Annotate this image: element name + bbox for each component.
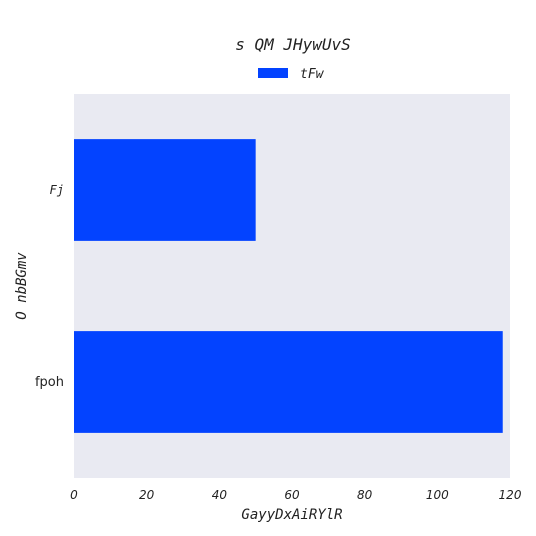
- y-tick-label: fpoh: [35, 375, 64, 390]
- y-tick-labels: Fj fpoh: [35, 183, 64, 390]
- bars: [74, 139, 503, 433]
- x-tick-label: 60: [284, 488, 300, 502]
- x-tick-label: 80: [357, 488, 373, 502]
- legend-label: tFw: [300, 67, 325, 82]
- legend: tFw: [258, 67, 325, 82]
- x-tick-label: 120: [499, 488, 522, 502]
- legend-swatch: [258, 68, 288, 78]
- y-tick-label: Fj: [50, 183, 64, 197]
- x-tick-label: 100: [426, 488, 449, 502]
- x-tick-labels: 0 20 40 60 80 100 120: [70, 488, 522, 502]
- x-tick-label: 0: [70, 488, 78, 502]
- chart-title: s QM JHywUvS: [235, 35, 351, 54]
- bar-Fj: [74, 139, 256, 241]
- y-axis-label: O nbBGmv: [14, 252, 30, 320]
- x-axis-label: GayyDxAiRYlR: [241, 507, 342, 523]
- x-tick-label: 20: [139, 488, 155, 502]
- bar-fpoh: [74, 331, 503, 433]
- x-tick-label: 40: [212, 488, 228, 502]
